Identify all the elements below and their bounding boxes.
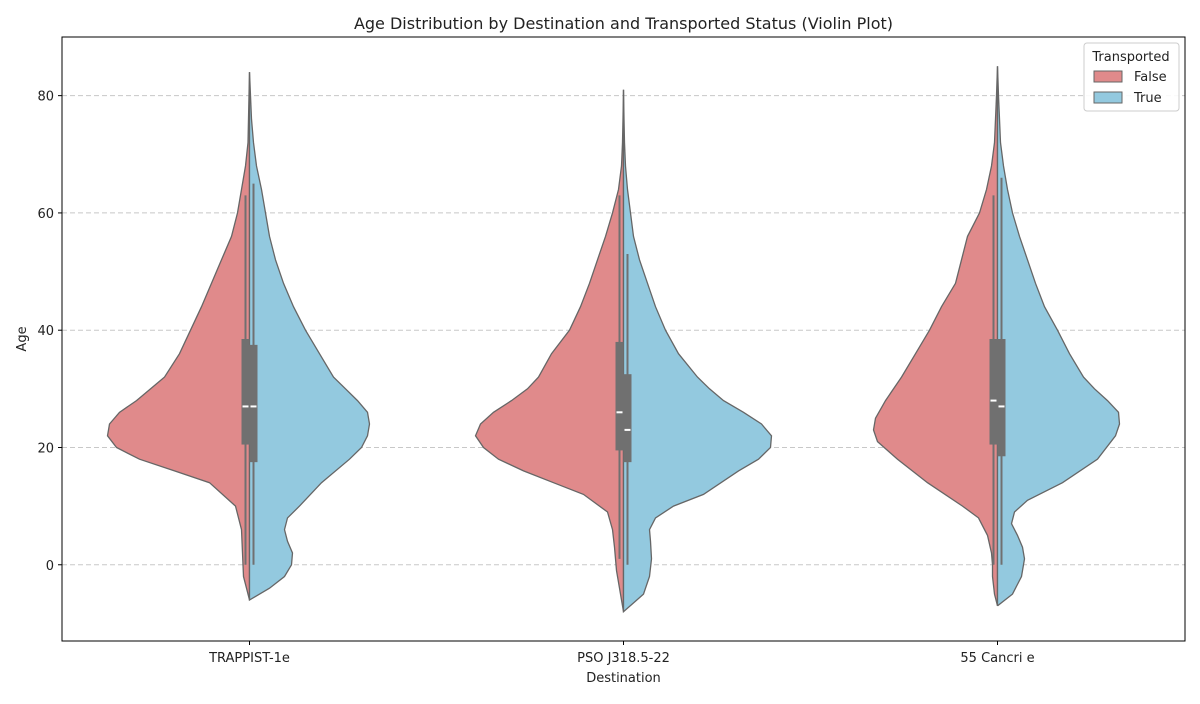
y-tick-label: 80 (37, 90, 54, 105)
y-tick-label: 40 (37, 324, 54, 339)
legend-label-true: True (1133, 91, 1162, 106)
legend-swatch-false (1093, 70, 1123, 83)
iqr-box-false (241, 339, 250, 445)
violin-half-true (996, 66, 1121, 607)
violin-half-false (106, 72, 251, 601)
violin-half-false (872, 66, 999, 606)
legend-swatch-true (1093, 91, 1123, 104)
y-tick-label: 60 (37, 207, 54, 222)
iqr-box-true (623, 374, 632, 463)
legend-title: Transported (1091, 50, 1169, 65)
iqr-box-false (615, 341, 624, 451)
x-tick-label: 55 Cancri e (960, 651, 1034, 666)
violin-half-false (474, 89, 625, 612)
legend-label-false: False (1134, 70, 1167, 85)
legend: Transported False True (1083, 42, 1180, 112)
iqr-box-true (249, 344, 258, 463)
x-axis-label: Destination (586, 671, 661, 686)
axis-layer: 0 20 40 60 80 TRAPPIST-1e PSO J318.5-22 55 Canc… (37, 90, 1034, 666)
violin-half-true (248, 72, 371, 602)
box-layer (241, 177, 1006, 565)
y-tick-label: 20 (37, 441, 54, 456)
y-tick-label: 0 (46, 559, 54, 574)
iqr-box-true (997, 339, 1006, 457)
x-tick-label: PSO J318.5-22 (577, 651, 670, 666)
chart-title: Age Distribution by Destination and Tran… (354, 14, 893, 33)
violin-half-true (622, 89, 773, 614)
y-axis-label: Age (15, 326, 30, 351)
iqr-box-false (989, 339, 998, 445)
x-tick-label: TRAPPIST-1e (208, 651, 290, 666)
violin-layer (106, 66, 1121, 614)
